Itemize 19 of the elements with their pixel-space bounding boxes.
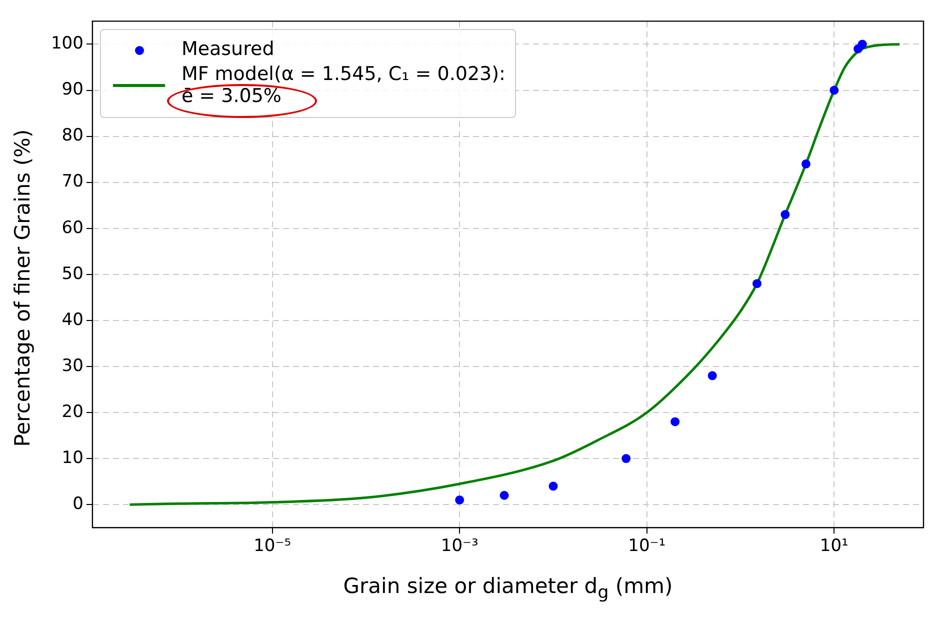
- x-tick-label: 10⁻¹: [628, 536, 666, 556]
- y-tick-label: 30: [62, 356, 84, 376]
- y-tick-label: 0: [72, 494, 84, 514]
- y-tick-label: 40: [62, 310, 84, 330]
- legend-label: MF model(α = 1.545, C₁ = 0.023): ē = 3.05%: [181, 63, 506, 108]
- y-tick-label: 10: [62, 448, 84, 468]
- y-tick-label: 100: [50, 34, 84, 54]
- y-tick-label: 80: [62, 126, 84, 146]
- legend-label: Measured: [181, 38, 274, 62]
- y-tick-label: 20: [62, 402, 84, 422]
- y-tick-label: 50: [62, 264, 84, 284]
- x-axis-title: Grain size or diameter d$_{g}$ (mm): [342, 574, 674, 604]
- x-tick-label: 10¹: [820, 536, 848, 556]
- y-axis-title: Percentage of finer Grains (%): [11, 129, 35, 447]
- x-tick-label: 10⁻³: [440, 536, 478, 556]
- y-tick-label: 60: [62, 218, 84, 238]
- x-tick-label: 10⁻⁵: [254, 536, 292, 556]
- y-tick-label: 70: [62, 172, 84, 192]
- y-tick-label: 90: [62, 80, 84, 100]
